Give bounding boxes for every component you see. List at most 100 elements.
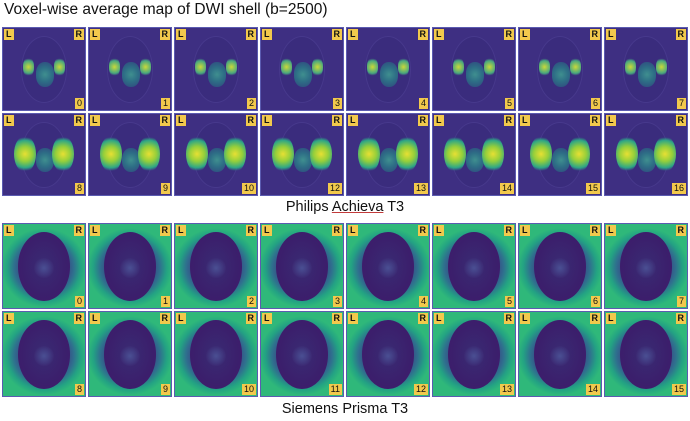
philips-brain-lobe-r bbox=[483, 57, 496, 77]
left-marker: L bbox=[606, 313, 616, 324]
philips-brain-core bbox=[465, 147, 484, 173]
right-marker: R bbox=[589, 313, 600, 324]
siemens-caption: Siemens Prisma T3 bbox=[281, 401, 409, 417]
philips-caption-suffix: T3 bbox=[383, 199, 405, 215]
siemens-slice-tile: L R 2 bbox=[174, 223, 258, 309]
siemens-slice-tile: L R 4 bbox=[346, 223, 430, 309]
left-marker: L bbox=[4, 29, 14, 40]
figure-title: Voxel-wise average map of DWI shell (b=2… bbox=[4, 1, 328, 18]
siemens-brain-core bbox=[378, 257, 398, 278]
slice-number: 2 bbox=[246, 97, 256, 109]
left-marker: L bbox=[434, 29, 444, 40]
philips-brain-lobe-r bbox=[482, 136, 504, 173]
siemens-slice-tile: L R 1 bbox=[88, 223, 172, 309]
philips-brain-core bbox=[637, 62, 656, 87]
philips-slice-tile: L R 16 bbox=[604, 112, 688, 196]
philips-brain-lobe-l bbox=[624, 57, 637, 77]
right-marker: R bbox=[245, 29, 256, 40]
philips-caption-model: Achieva bbox=[331, 199, 384, 215]
slice-number: 2 bbox=[246, 296, 256, 307]
siemens-brain-core bbox=[636, 257, 656, 278]
slice-number: 12 bbox=[327, 183, 342, 194]
philips-brain-lobe-r bbox=[139, 57, 152, 77]
siemens-brain-core bbox=[34, 257, 54, 278]
left-marker: L bbox=[348, 114, 358, 126]
right-marker: R bbox=[159, 114, 170, 126]
left-marker: L bbox=[90, 114, 100, 126]
philips-brain-core bbox=[379, 147, 398, 173]
philips-brain-lobe-r bbox=[396, 136, 418, 173]
philips-brain-lobe-l bbox=[366, 57, 379, 77]
slice-number: 4 bbox=[418, 97, 428, 109]
philips-brain-lobe-l bbox=[22, 57, 35, 77]
slice-number: 7 bbox=[676, 97, 686, 109]
left-marker: L bbox=[262, 225, 272, 236]
philips-brain-lobe-l bbox=[14, 136, 36, 173]
philips-slice-tile: L R 12 bbox=[260, 112, 344, 196]
left-marker: L bbox=[434, 313, 444, 324]
philips-brain-core bbox=[551, 62, 570, 87]
left-marker: L bbox=[262, 313, 272, 324]
siemens-brain-core bbox=[206, 257, 226, 278]
left-marker: L bbox=[90, 29, 100, 40]
slice-number: 6 bbox=[590, 296, 600, 307]
right-marker: R bbox=[503, 225, 514, 236]
left-marker: L bbox=[348, 225, 358, 236]
left-marker: L bbox=[434, 225, 444, 236]
right-marker: R bbox=[503, 114, 514, 126]
philips-brain-core bbox=[551, 147, 570, 173]
philips-slice-tile: L R 14 bbox=[432, 112, 516, 196]
right-marker: R bbox=[331, 313, 342, 324]
left-marker: L bbox=[520, 313, 530, 324]
left-marker: L bbox=[4, 313, 14, 324]
philips-brain-core bbox=[35, 147, 54, 173]
left-marker: L bbox=[262, 29, 272, 40]
philips-slice-tile: L R 0 bbox=[2, 27, 86, 111]
philips-brain-core bbox=[465, 62, 484, 87]
philips-brain-lobe-r bbox=[655, 57, 668, 77]
right-marker: R bbox=[503, 313, 514, 324]
slice-number: 0 bbox=[74, 97, 84, 109]
philips-brain-lobe-l bbox=[272, 136, 294, 173]
philips-brain-lobe-r bbox=[310, 136, 332, 173]
slice-number: 15 bbox=[585, 183, 600, 194]
left-marker: L bbox=[348, 29, 358, 40]
siemens-brain-core bbox=[120, 345, 140, 366]
right-marker: R bbox=[73, 313, 84, 324]
right-marker: R bbox=[331, 225, 342, 236]
siemens-slice-tile: L R 9 bbox=[88, 311, 172, 397]
slice-number: 1 bbox=[160, 97, 170, 109]
right-marker: R bbox=[675, 225, 686, 236]
philips-slice-tile: L R 10 bbox=[174, 112, 258, 196]
philips-brain-core bbox=[293, 62, 312, 87]
slice-number: 13 bbox=[499, 384, 514, 395]
right-marker: R bbox=[675, 313, 686, 324]
philips-caption: Philips Achieva T3 bbox=[0, 199, 690, 215]
philips-brain-lobe-r bbox=[568, 136, 590, 173]
philips-brain-lobe-l bbox=[538, 57, 551, 77]
siemens-slice-tile: L R 14 bbox=[518, 311, 602, 397]
philips-brain-lobe-r bbox=[654, 136, 676, 173]
slice-number: 8 bbox=[74, 384, 84, 395]
left-marker: L bbox=[176, 29, 186, 40]
right-marker: R bbox=[159, 225, 170, 236]
slice-number: 9 bbox=[160, 183, 170, 194]
right-marker: R bbox=[675, 114, 686, 126]
siemens-image-grid: L R 0 L R 1 L R 2 L R 3 L R 4 L R 5 L R 6 L R 7 L R 8 L R 9 L R 10 L R 11 L R… bbox=[2, 223, 688, 397]
philips-brain-lobe-r bbox=[225, 57, 238, 77]
left-marker: L bbox=[176, 313, 186, 324]
philips-slice-tile: L R 6 bbox=[518, 27, 602, 111]
right-marker: R bbox=[417, 29, 428, 40]
siemens-slice-tile: L R 8 bbox=[2, 311, 86, 397]
siemens-slice-tile: L R 10 bbox=[174, 311, 258, 397]
slice-number: 10 bbox=[241, 384, 256, 395]
philips-brain-lobe-l bbox=[444, 136, 466, 173]
right-marker: R bbox=[589, 114, 600, 126]
right-marker: R bbox=[159, 29, 170, 40]
philips-brain-lobe-l bbox=[194, 57, 207, 77]
philips-brain-lobe-r bbox=[397, 57, 410, 77]
right-marker: R bbox=[73, 114, 84, 126]
philips-brain-lobe-l bbox=[530, 136, 552, 173]
philips-brain-lobe-r bbox=[53, 57, 66, 77]
siemens-slice-tile: L R 3 bbox=[260, 223, 344, 309]
